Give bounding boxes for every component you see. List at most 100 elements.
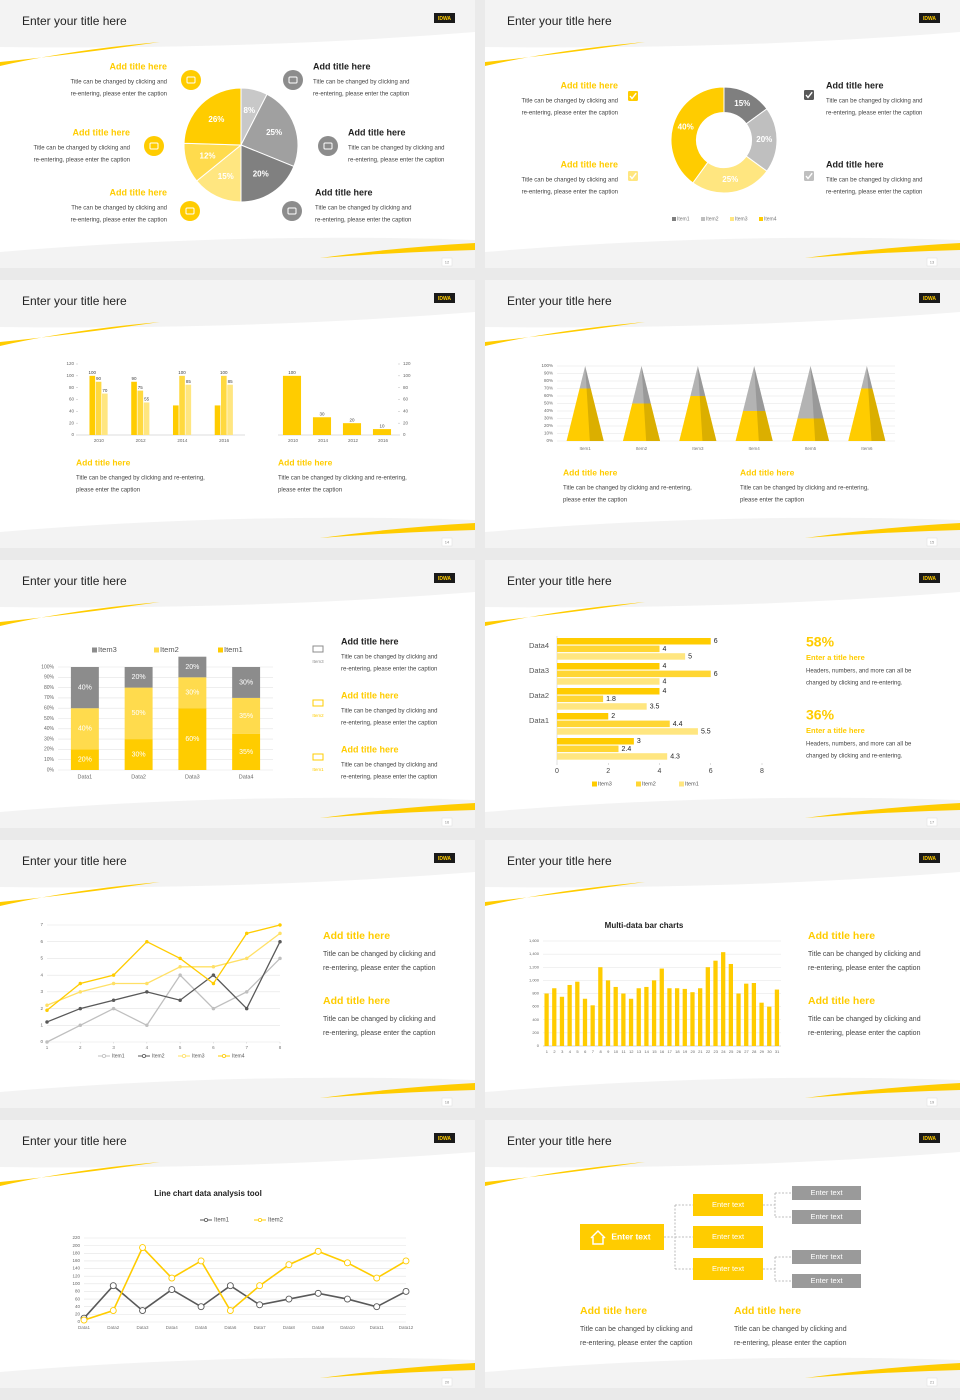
line-marker [244,931,249,936]
icon-glyph [185,207,195,215]
y-tick-label: 200 [72,1243,80,1248]
block-text: re-entering, please enter the caption [808,1030,921,1037]
checkmark [629,172,637,180]
x-tick-label: 29 [760,1049,765,1054]
pyramid-segment [579,366,591,389]
block-text: Title can be changed by clicking and [341,709,438,715]
data-label: 30% [132,751,146,758]
block-text: re-entering, please enter the caption [34,158,130,164]
x-tick-label: 2 [79,1045,82,1050]
x-tick-label: Data8 [283,1325,296,1330]
logo: IDWA [438,1136,451,1142]
line-marker [45,1040,49,1044]
data-label: 6 [714,638,718,645]
bar [557,745,619,753]
slide-title: Enter your title here [507,1134,612,1148]
legend-label: Item1 [677,216,690,222]
block-title: Add title here [740,467,795,477]
page-number-box [441,537,453,547]
y-tick-label: 30% [544,416,553,421]
data-label: 4 [663,678,667,685]
bar [744,983,749,1046]
bottom-band [0,1077,475,1108]
pyramid-segment [735,411,773,441]
line-marker [109,1282,117,1290]
slide: Enter your title here IDWA 17 0 2 4 6 8 3 2.4 4.3 D… [485,560,960,828]
bottom-band [485,237,960,268]
slide: Enter your title here IDWA 16 0% 10% 20% 30% 40… [0,560,475,828]
bottom-band [0,797,475,828]
data-label: 4.4 [673,721,683,728]
bar [557,678,660,685]
legend-swatch [218,647,223,653]
data-label: 5.5 [701,728,711,735]
slide: Enter your title here IDWA 13 15% 20% 25% 40% I… [485,0,960,268]
icon-glyph [288,76,298,84]
data-label: 35% [239,713,253,720]
pyramid-segment [848,388,886,441]
bottom-band [485,517,960,548]
y-tick-label: 2 [40,1006,43,1011]
legend-label: Item1 [214,1218,230,1224]
line-marker [45,1020,49,1024]
y-tick-label: 160 [72,1258,80,1263]
line-marker [145,990,149,994]
block-text: Title can be changed by clicking and re-… [278,476,407,482]
slide-title: Enter your title here [507,14,612,28]
icon [144,136,164,156]
line-marker [226,1307,234,1314]
x-tick-label: Data10 [340,1325,355,1330]
line-marker [211,981,216,986]
y-tick-label: 0% [47,767,55,773]
y-tick-label: 10% [544,431,553,436]
block-title: Add title here [76,457,131,467]
line-marker [145,981,149,986]
x-tick-label: 6 [584,1049,587,1054]
icon [283,70,303,90]
x-tick-label: 27 [744,1049,749,1054]
x-tick-label: 17 [667,1049,672,1054]
legend-marker [181,1053,186,1058]
y-tick-label: 0 [403,432,406,437]
logo-background [919,293,940,303]
block-text: re-entering, please enter the caption [323,965,436,972]
data-label: 8% [244,106,256,115]
pyramid-shade [756,411,773,441]
bar [89,375,96,435]
data-label: 10 [379,423,385,428]
line-marker [178,965,182,969]
block-text: Title can be changed by clicking and [323,951,436,958]
bottom-swoosh [805,1363,960,1378]
bar-segment [124,739,153,770]
y-tick-label: 120 [66,361,74,366]
line-marker [109,1307,117,1314]
bar [557,720,670,728]
y-tick-label: 4 [40,972,43,977]
line-marker [278,939,282,944]
bar [690,992,695,1046]
legend-marker [203,1218,208,1223]
y-tick-label: 1,600 [529,938,540,943]
x-tick-label: 26 [737,1049,742,1054]
page-number: 15 [930,540,935,545]
data-label: 25% [722,175,738,184]
icon [318,136,338,156]
node-label: Enter text [810,1188,843,1197]
legend-marker [257,1218,262,1223]
bar [613,986,618,1046]
bottom-band [485,1357,960,1388]
bar [767,1006,772,1046]
y-tick-label: 100 [66,373,74,378]
x-tick-label: Data3 [185,774,200,780]
stat-text: changed by clicking and re-entering. [806,754,903,760]
stat-title: Enter a title here [806,726,865,735]
bottom-swoosh [805,523,960,538]
slice [240,144,295,203]
slide-title: Enter your title here [507,294,612,308]
data-label: 3 [637,738,641,745]
x-tick-label: 4 [146,1045,149,1050]
block-title: Add title here [341,690,399,700]
x-tick-label: 1 [46,1045,49,1050]
